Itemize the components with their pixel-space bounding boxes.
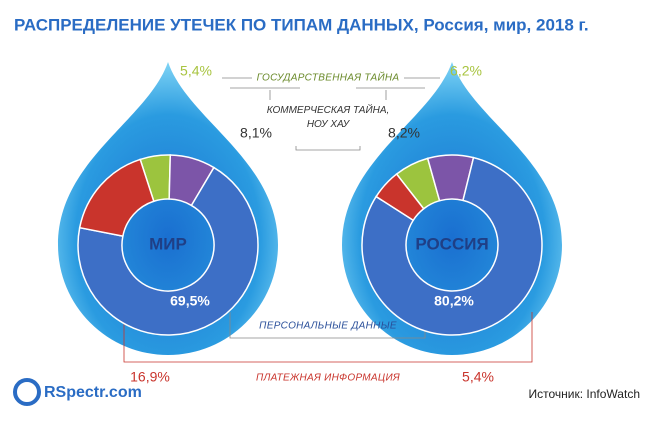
donut-segment xyxy=(77,166,259,336)
chart-title: РАСПРЕДЕЛЕНИЕ УТЕЧЕК ПО ТИПАМ ДАННЫХ, Ро… xyxy=(14,15,589,34)
logo-icon xyxy=(13,378,41,406)
category-label: ГОСУДАРСТВЕННАЯ ТАЙНА xyxy=(257,71,400,84)
value-label: 69,5% xyxy=(170,293,210,309)
value-label: 8,1% xyxy=(240,125,272,141)
value-label: 80,2% xyxy=(434,293,474,309)
category-label: ПЛАТЕЖНАЯ ИНФОРМАЦИЯ xyxy=(256,373,400,384)
value-label: 5,4% xyxy=(180,63,212,79)
value-label: 16,9% xyxy=(130,369,170,385)
donut-center-label: МИР xyxy=(149,234,187,253)
category-label: КОММЕРЧЕСКАЯ ТАЙНА, НОУ ХАУ xyxy=(266,105,390,130)
value-label: 6,2% xyxy=(450,63,482,79)
logo: RSpectr.com xyxy=(44,384,142,401)
donut-segment xyxy=(361,156,543,336)
category-label: ПЕРСОНАЛЬНЫЕ ДАННЫЕ xyxy=(259,321,397,332)
value-label: 8,2% xyxy=(388,125,420,141)
donut-segment xyxy=(375,173,425,222)
source: Источник: InfoWatch xyxy=(529,387,640,401)
donut-segment xyxy=(78,158,155,238)
value-label: 5,4% xyxy=(462,369,494,385)
donut-center-label: РОССИЯ xyxy=(415,234,488,253)
